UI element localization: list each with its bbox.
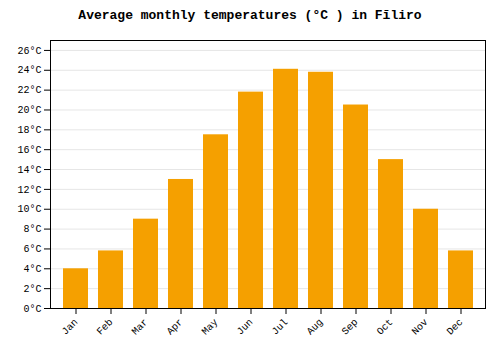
svg-text:Jul: Jul	[270, 317, 291, 338]
svg-text:Jan: Jan	[60, 317, 81, 338]
svg-text:8°C: 8°C	[23, 224, 41, 235]
svg-text:18°C: 18°C	[17, 125, 41, 136]
svg-text:Jun: Jun	[235, 317, 256, 338]
svg-text:May: May	[200, 317, 221, 338]
svg-text:Sep: Sep	[340, 317, 361, 338]
svg-text:0°C: 0°C	[23, 304, 41, 315]
svg-text:20°C: 20°C	[17, 105, 41, 116]
svg-text:Aug: Aug	[305, 317, 326, 338]
svg-text:14°C: 14°C	[17, 165, 41, 176]
svg-text:4°C: 4°C	[23, 264, 41, 275]
svg-text:Oct: Oct	[375, 317, 396, 338]
svg-text:6°C: 6°C	[23, 244, 41, 255]
svg-text:22°C: 22°C	[17, 85, 41, 96]
html-text:Average monthly temperatures (: Average monthly temperatures (°C ) in Fī…	[78, 8, 422, 23]
svg-text:16°C: 16°C	[17, 145, 41, 156]
svg-text:Mar: Mar	[130, 317, 151, 338]
svg-text:2°C: 2°C	[23, 284, 41, 295]
svg-text:24°C: 24°C	[17, 65, 41, 76]
svg-text:Nov: Nov	[410, 317, 431, 338]
svg-text:Feb: Feb	[95, 317, 116, 338]
svg-text:12°C: 12°C	[17, 185, 41, 196]
svg-text:Dec: Dec	[445, 317, 466, 338]
svg-text:26°C: 26°C	[17, 46, 41, 57]
svg-text:10°C: 10°C	[17, 204, 41, 215]
svg-text:Apr: Apr	[165, 317, 186, 338]
